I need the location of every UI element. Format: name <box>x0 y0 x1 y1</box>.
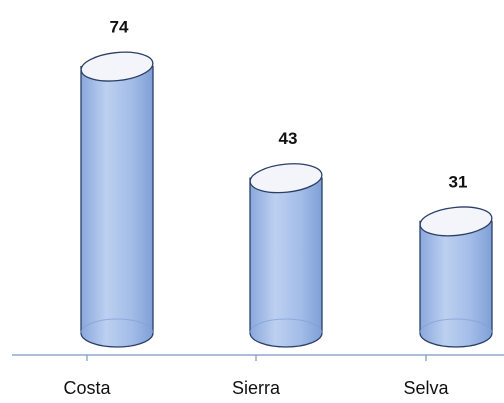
bar-body <box>249 177 323 348</box>
data-label-sierra: 43 <box>279 129 298 148</box>
data-label-costa: 74 <box>110 18 129 37</box>
bar-bottom-rim <box>80 318 154 334</box>
data-label-selva: 31 <box>449 172 468 191</box>
bar-costa <box>80 51 154 348</box>
bar-top <box>419 206 493 237</box>
bar-body <box>419 220 493 348</box>
bar-sierra <box>249 163 323 348</box>
bar-body <box>80 65 154 348</box>
category-label-costa: Costa <box>63 378 111 398</box>
bars-group <box>80 51 493 348</box>
category-label-selva: Selva <box>403 378 449 398</box>
x-axis-ticks <box>86 355 427 361</box>
bar-bottom-rim <box>249 318 323 334</box>
bar-top <box>249 163 323 194</box>
category-label-sierra: Sierra <box>232 378 281 398</box>
labels-group: 74 Costa 43 Sierra 31 Selva <box>63 18 467 398</box>
bar-top <box>80 51 154 82</box>
bar-bottom-rim <box>419 318 493 334</box>
bar-selva <box>419 206 493 348</box>
